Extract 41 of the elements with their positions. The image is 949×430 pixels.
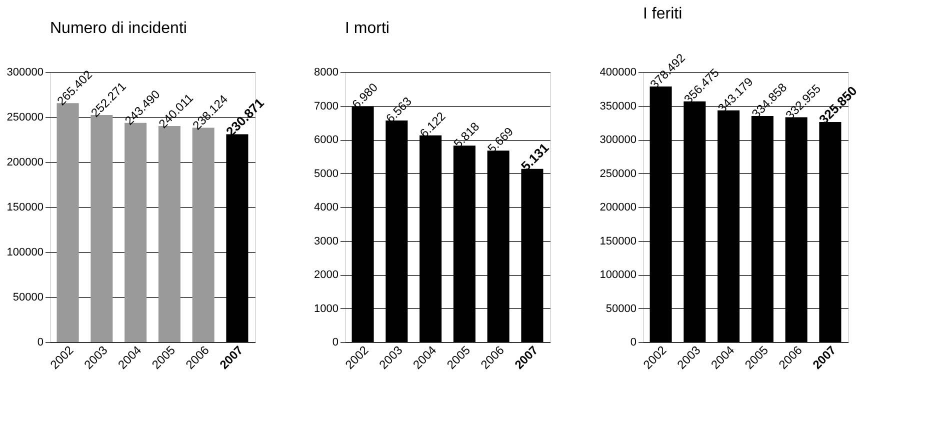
y-tick-label: 300000 [600,134,636,146]
y-tick-label: 350000 [600,100,636,112]
chart-title: I feriti [643,6,682,23]
y-tick-label: 0 [37,336,44,348]
y-tick-label: 4000 [314,202,338,214]
bar [453,146,476,342]
y-tick-label: 400000 [600,66,636,78]
y-tick-label: 2000 [314,269,338,281]
y-tick-label: 6000 [314,134,338,146]
bar [751,116,774,342]
y-tick-label: 200000 [600,202,636,214]
bar [684,101,706,342]
y-tick-label: 50000 [12,292,44,304]
y-tick-label: 8000 [314,66,338,78]
y-tick-label: 250000 [6,112,44,124]
bar [785,117,808,342]
bar [650,86,672,342]
bar [521,168,544,342]
y-tick-label: 250000 [600,168,636,180]
bar [487,150,510,342]
bar [819,122,842,342]
y-tick-label: 150000 [600,235,636,248]
y-tick-label: 100000 [6,246,44,258]
y-tick-label: 1000 [314,302,338,315]
bar [420,135,442,342]
chart-title: Numero di incidenti [50,20,187,37]
y-tick-label: 0 [332,336,338,348]
y-tick-label: 300000 [6,66,44,78]
chart-title: I morti [345,20,390,37]
bar [386,120,408,342]
y-tick-label: 0 [630,336,636,348]
y-tick-label: 100000 [600,269,636,281]
y-tick-label: 7000 [314,100,338,112]
y-tick-label: 3000 [314,235,338,248]
bar [352,106,374,342]
bar [226,134,248,342]
y-tick-label: 5000 [314,168,338,180]
bar [718,110,740,342]
y-tick-label: 150000 [6,202,44,214]
y-tick-label: 200000 [6,156,44,168]
y-tick-label: 50000 [606,302,636,315]
